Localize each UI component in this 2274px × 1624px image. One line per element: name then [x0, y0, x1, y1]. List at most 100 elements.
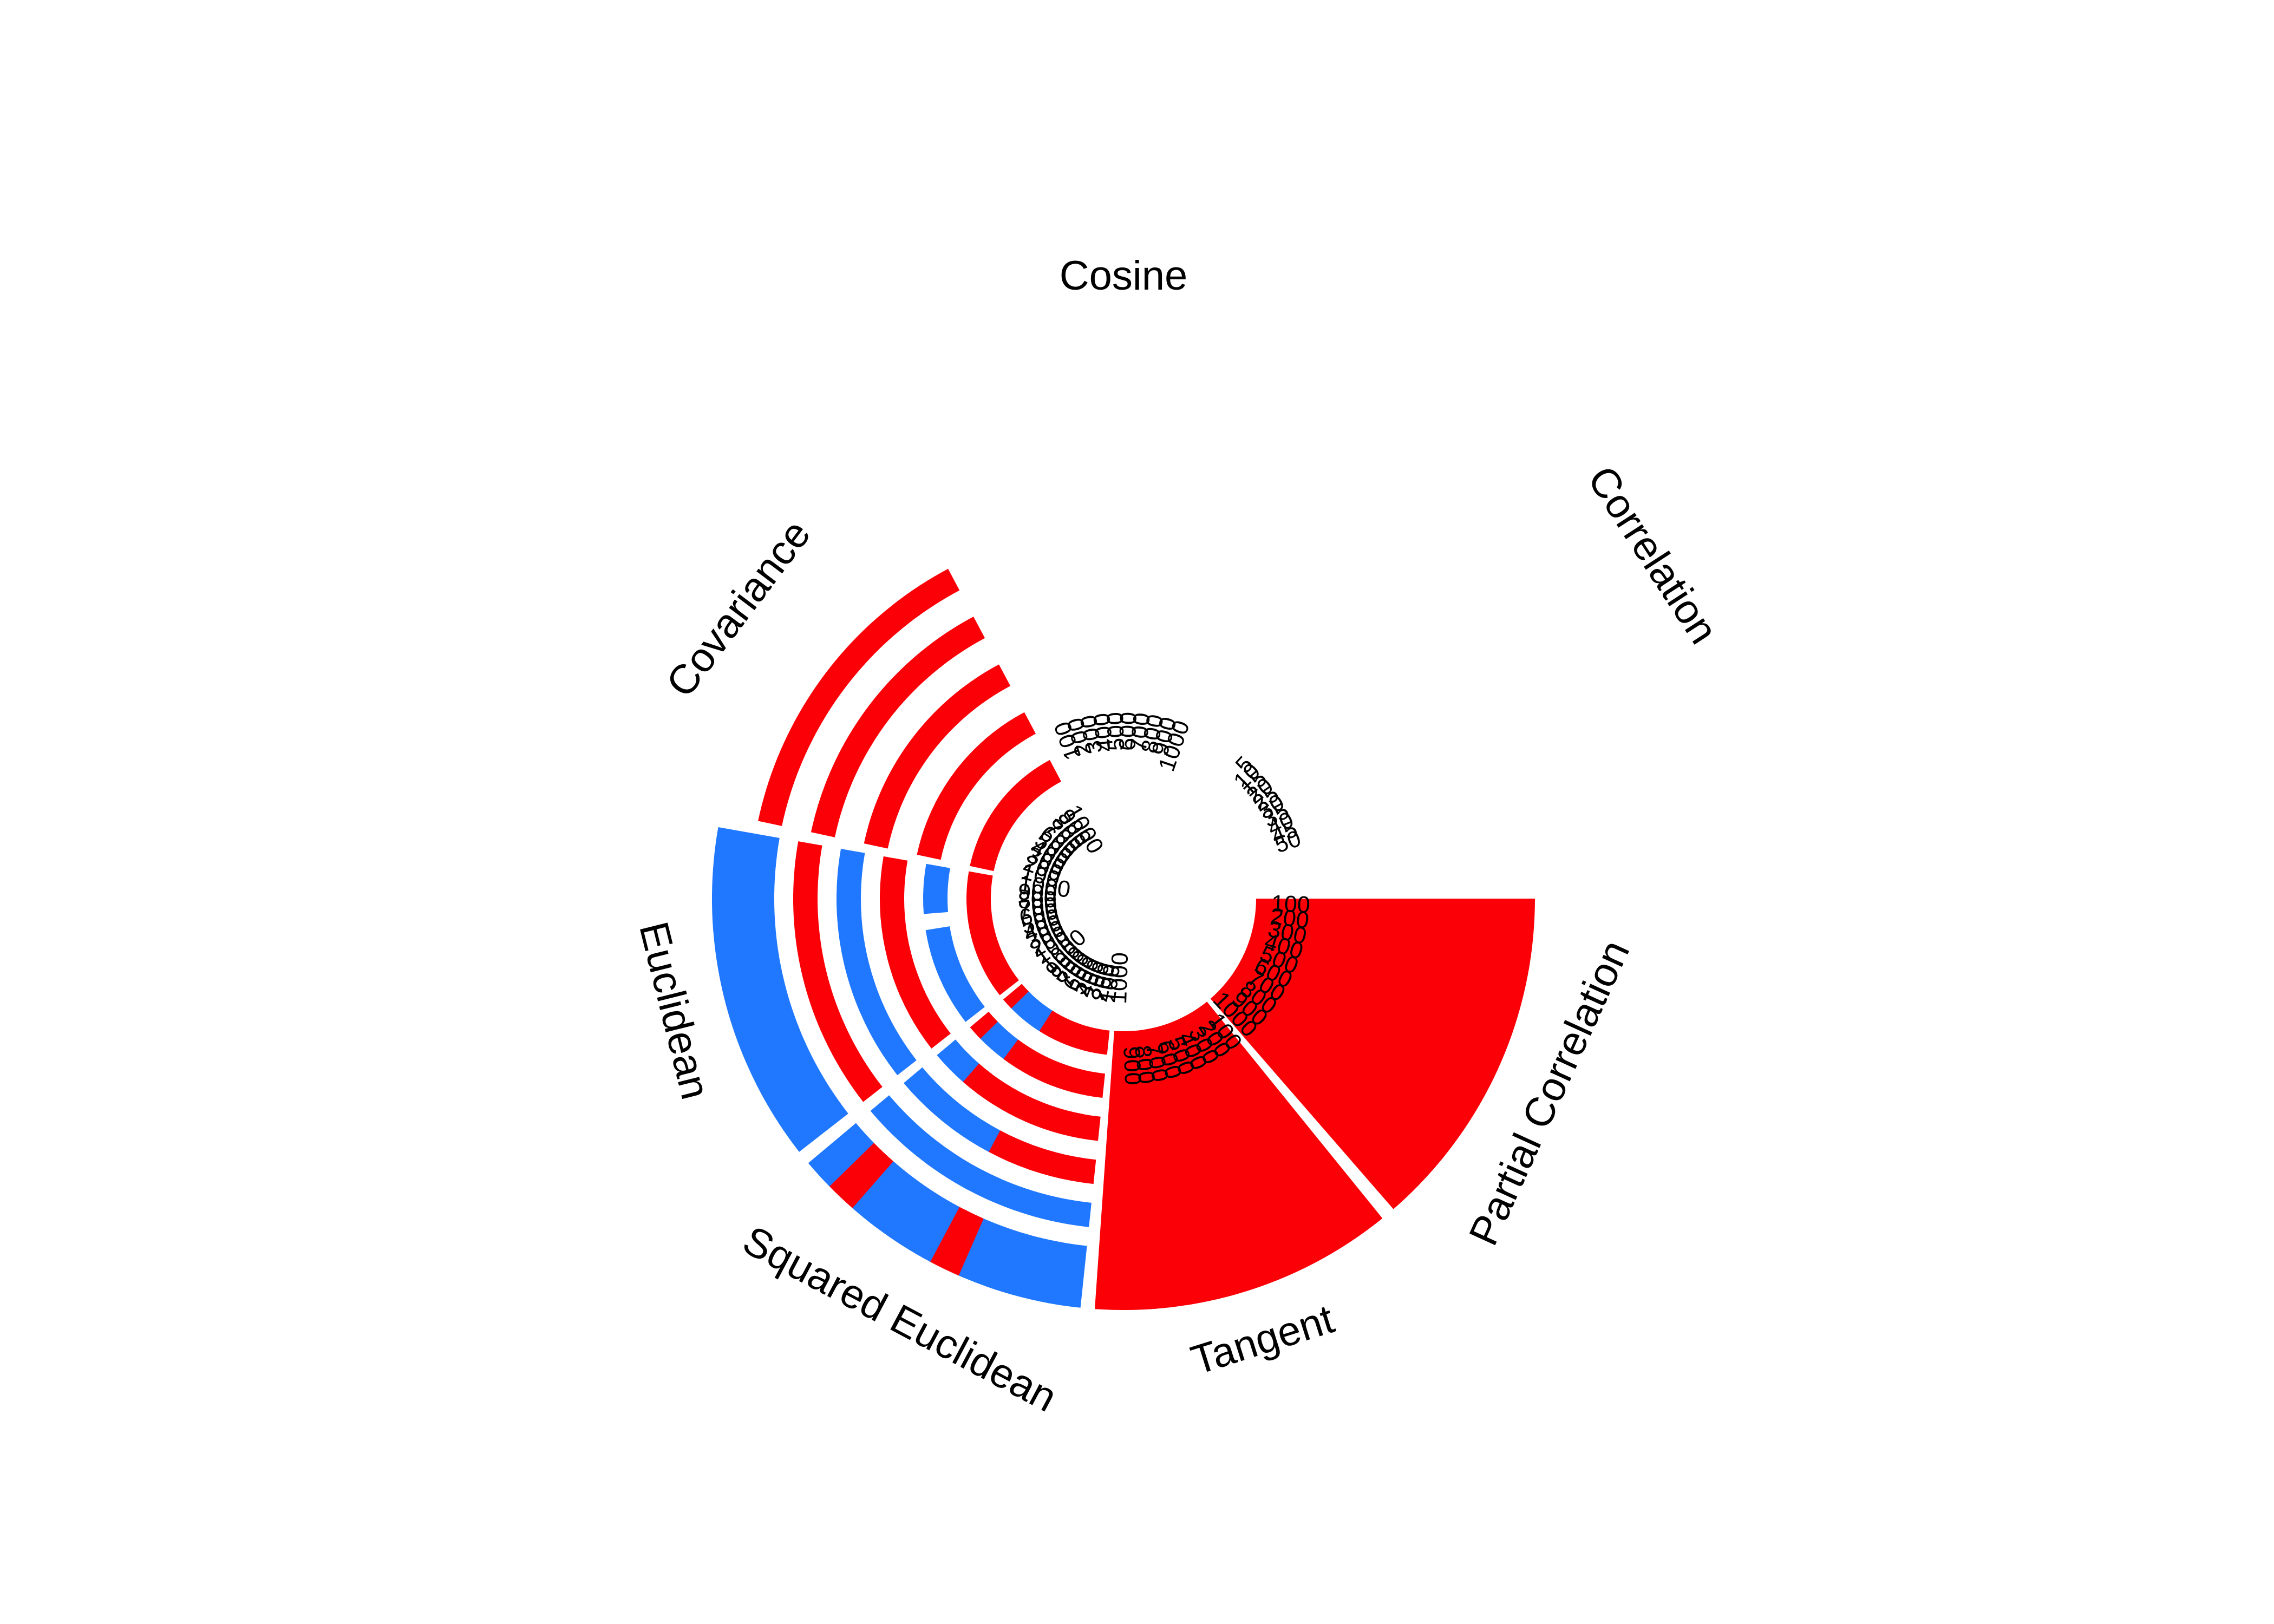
cell-euclidean-ring6-4 — [733, 1010, 803, 1064]
cell-covariance-ring4-9 — [926, 630, 964, 666]
cell-covariance-ring4-8 — [905, 646, 943, 683]
cell-tangent-ring1-5 — [1163, 1021, 1277, 1292]
cell-squared-euclidean-ring1-5 — [1049, 1016, 1070, 1043]
cells-layer — [711, 568, 1535, 1311]
cell-covariance-ring2-5 — [944, 771, 975, 800]
cell-euclidean-ring2-3 — [939, 968, 969, 994]
cell-euclidean-ring3-3 — [900, 986, 931, 1014]
cell-covariance-ring3-10 — [979, 664, 1011, 697]
cell-euclidean-ring4-8 — [836, 895, 862, 921]
cell-squared-euclidean-ring4-3 — [1028, 1146, 1057, 1176]
cell-euclidean-ring3-4 — [892, 968, 923, 997]
sector-label-correlation: Correlation — [1579, 458, 1727, 652]
sector-label-tangent: Tangent — [1186, 1296, 1339, 1384]
sector-label-covariance: Covariance — [657, 512, 819, 705]
cell-covariance-ring2-9 — [993, 721, 1022, 752]
cell-squared-euclidean-ring1-1 — [1094, 1029, 1110, 1055]
cell-euclidean-ring5-7 — [794, 921, 822, 952]
cell-squared-euclidean-ring4-8 — [933, 1096, 966, 1129]
cell-covariance-ring5-3 — [777, 728, 813, 768]
cell-squared-euclidean-ring3-6 — [992, 1083, 1021, 1114]
cell-squared-euclidean-ring6-2 — [1017, 1236, 1061, 1304]
cell-squared-euclidean-ring2-6 — [1015, 1046, 1041, 1076]
cell-squared-euclidean-ring6-1 — [1048, 1242, 1087, 1308]
cell-tangent-ring1-4 — [1172, 1018, 1305, 1281]
cell-covariance-ring1-1 — [970, 852, 997, 872]
cell-covariance-ring3-2 — [870, 798, 900, 828]
cell-covariance-ring5-5 — [806, 673, 845, 714]
cell-partial-correlation-ring1-4 — [1248, 932, 1522, 1038]
cell-euclidean-ring2-1 — [955, 994, 985, 1022]
cell-euclidean-ring4-4 — [851, 983, 883, 1014]
tick-label-tangent-8: 800 — [1129, 1044, 1160, 1085]
cell-squared-euclidean-ring1-8 — [1020, 998, 1044, 1025]
cell-squared-euclidean-ring2-1 — [1087, 1071, 1105, 1098]
tick-label-tangent-9: 900 — [1118, 1046, 1146, 1086]
cell-euclidean-ring6-3 — [746, 1037, 816, 1095]
cell-squared-euclidean-ring4-9 — [918, 1082, 951, 1115]
cell-euclidean-ring1-8 — [966, 897, 991, 911]
cell-squared-euclidean-ring3-4 — [1025, 1099, 1051, 1129]
cell-euclidean-ring2-10 — [924, 863, 950, 883]
cell-squared-euclidean-ring5-4 — [990, 1178, 1023, 1211]
tick-label-euclidean-8: 800 — [1017, 887, 1057, 914]
cell-squared-euclidean-ring5-1 — [1063, 1199, 1092, 1227]
cell-squared-euclidean-ring1-6 — [1039, 1010, 1061, 1038]
cell-euclidean-ring5-4 — [811, 996, 844, 1031]
cell-euclidean-ring1-2 — [985, 961, 1012, 985]
cell-partial-correlation-ring1-6 — [1239, 953, 1498, 1102]
cell-euclidean-ring1-1 — [991, 971, 1019, 996]
cell-covariance-ring5-6 — [825, 648, 865, 689]
cell-squared-euclidean-ring4-4 — [1008, 1138, 1037, 1170]
cell-euclidean-ring4-6 — [840, 940, 869, 968]
cell-euclidean-ring3-6 — [883, 933, 911, 958]
cell-squared-euclidean-ring6-4 — [957, 1218, 1009, 1287]
cell-tangent-ring1-7 — [1143, 1027, 1218, 1306]
cell-euclidean-ring3-7 — [880, 915, 907, 938]
cell-euclidean-ring2-8 — [923, 896, 948, 914]
cell-covariance-ring2-3 — [927, 802, 957, 829]
cell-squared-euclidean-ring2-4 — [1043, 1059, 1066, 1088]
cell-covariance-ring3-8 — [942, 689, 976, 723]
cell-squared-euclidean-ring5-10 — [870, 1095, 905, 1130]
cell-squared-euclidean-ring4-1 — [1071, 1156, 1096, 1184]
cell-euclidean-ring3-5 — [887, 951, 916, 977]
cell-euclidean-ring1-4 — [975, 941, 1002, 962]
cell-tangent-ring1-9 — [1123, 1031, 1156, 1310]
cell-euclidean-ring1-7 — [966, 908, 993, 924]
cell-covariance-ring4-4 — [839, 729, 874, 765]
cell-squared-euclidean-ring3-9 — [949, 1051, 979, 1082]
cell-euclidean-ring4-7 — [837, 918, 865, 945]
cell-squared-euclidean-ring1-7 — [1029, 1004, 1053, 1031]
cell-euclidean-ring5-9 — [793, 868, 819, 897]
cell-squared-euclidean-ring6-6 — [902, 1193, 960, 1262]
cell-covariance-ring3-7 — [926, 704, 960, 738]
cell-squared-euclidean-ring3-7 — [977, 1073, 1006, 1104]
cell-covariance-ring4-5 — [852, 705, 888, 743]
cell-squared-euclidean-ring1-9 — [1011, 991, 1036, 1017]
cell-squared-euclidean-ring1-2 — [1083, 1026, 1100, 1053]
cell-covariance-ring2-4 — [935, 786, 965, 814]
tick-label-partial-correlation-2: 200 — [1269, 903, 1310, 934]
cell-covariance-ring1-5 — [990, 803, 1018, 829]
cell-covariance-ring5-4 — [790, 699, 828, 741]
cell-squared-euclidean-ring3-8 — [962, 1063, 992, 1094]
tick-label-euclidean-9: 900 — [1017, 879, 1057, 907]
cell-euclidean-ring1-5 — [971, 930, 998, 949]
tick-label-cosine-4: 400 — [1089, 712, 1119, 754]
cell-squared-euclidean-ring4-6 — [969, 1119, 1001, 1152]
cell-covariance-ring1-2 — [973, 839, 1001, 860]
cell-covariance-ring1-10 — [1038, 759, 1061, 788]
cell-euclidean-ring6-1 — [779, 1089, 848, 1152]
cell-squared-euclidean-ring2-3 — [1057, 1064, 1079, 1092]
tick-label-cosine-7: 700 — [1126, 711, 1156, 753]
cell-covariance-ring4-1 — [811, 804, 842, 837]
cell-squared-euclidean-ring3-2 — [1060, 1110, 1084, 1138]
cell-euclidean-ring2-4 — [933, 954, 963, 979]
cell-euclidean-ring6-5 — [724, 982, 793, 1031]
cell-covariance-ring2-6 — [955, 757, 985, 787]
cell-euclidean-ring6-8 — [711, 894, 775, 931]
cell-squared-euclidean-ring5-3 — [1014, 1187, 1045, 1218]
